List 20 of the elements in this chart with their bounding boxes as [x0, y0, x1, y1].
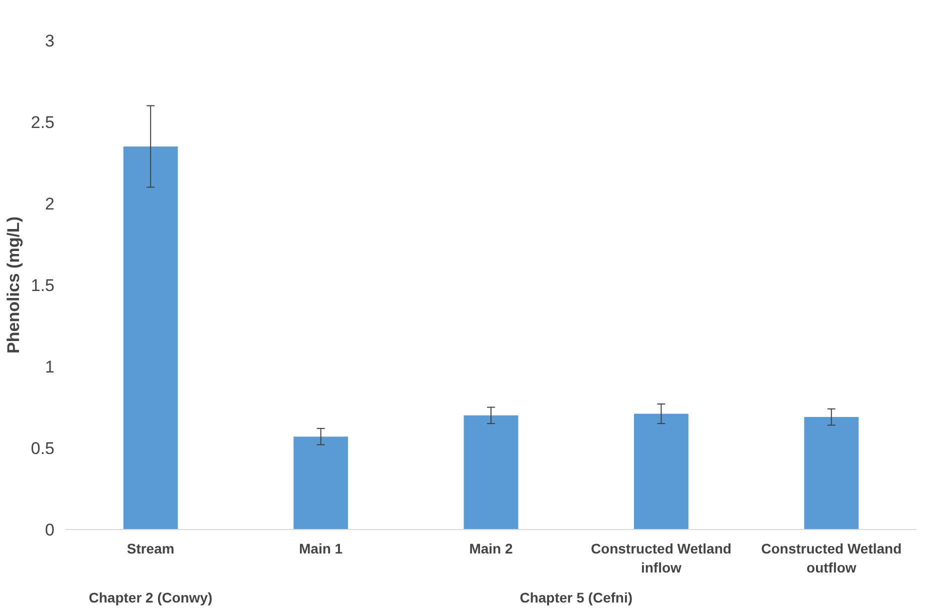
x-tick-label: Constructed Wetland outflow [761, 540, 902, 576]
y-tick-label: 2 [45, 194, 55, 214]
text: Chapter 2 (Conwy) [88, 590, 212, 606]
bar [294, 436, 348, 530]
x-tick-label: Main 2 [469, 540, 513, 556]
bar [634, 414, 688, 530]
y-tick-label: 1.5 [30, 276, 55, 295]
x-tick-label: Main 1 [299, 540, 343, 556]
bar [464, 415, 518, 530]
y-tick-label: 0.5 [30, 439, 55, 458]
text: Chapter 5 (Cefni) [520, 590, 633, 606]
y-axis-title: Phenolics (mg/L) [4, 216, 23, 354]
y-tick-label: 1 [45, 358, 55, 376]
bar [804, 417, 859, 530]
y-tick-label: 0 [45, 520, 55, 540]
bar [123, 146, 178, 530]
x-tick-label: Stream [126, 540, 174, 556]
y-tick-label: 2.5 [30, 113, 55, 132]
x-tick-label: Constructed Wetland inflow [590, 540, 732, 576]
y-tick-label: 3 [45, 32, 55, 50]
